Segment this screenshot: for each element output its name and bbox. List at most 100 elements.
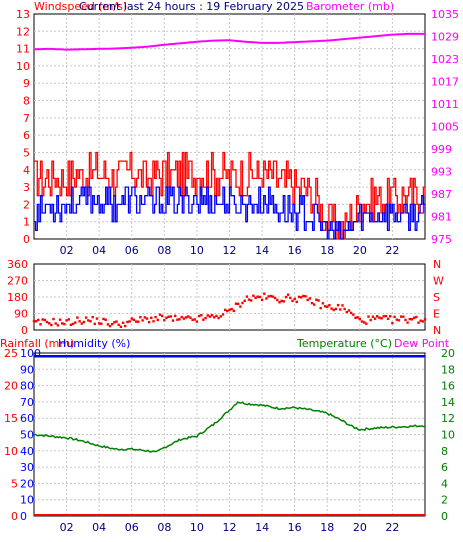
- direction-point: [412, 316, 416, 319]
- direction-point: [334, 307, 338, 311]
- wind-gust-series: [34, 151, 426, 240]
- direction-point: [397, 319, 401, 322]
- direction-point: [98, 322, 101, 325]
- direction-point: [232, 309, 235, 313]
- temperature-tick-label: 2: [441, 494, 448, 507]
- direction-point: [365, 322, 368, 325]
- direction-point: [50, 323, 53, 327]
- direction-point: [282, 300, 285, 303]
- windspeed-tick-label: 4: [23, 164, 30, 177]
- barometer-tick-label: 975: [431, 233, 452, 246]
- windspeed-tick-label: 7: [23, 112, 30, 125]
- direction-point: [58, 318, 62, 321]
- barometer-tick-label: 981: [431, 211, 452, 224]
- direction-point: [89, 320, 92, 323]
- direction-point: [304, 295, 307, 298]
- direction-point: [297, 295, 301, 299]
- direction-point: [80, 322, 83, 325]
- barometer-series: [33, 32, 425, 51]
- direction-point: [213, 316, 216, 319]
- direction-tick-label: 360: [7, 258, 28, 271]
- direction-point: [187, 315, 190, 318]
- direction-point: [417, 321, 420, 324]
- direction-point: [197, 314, 201, 318]
- direction-point: [108, 324, 112, 328]
- direction-tick-label: 270: [7, 275, 28, 288]
- direction-point: [306, 298, 309, 302]
- direction-point: [145, 317, 149, 320]
- direction-point: [382, 315, 385, 318]
- wind-x-tick-label: 06: [125, 244, 139, 257]
- direction-point: [208, 315, 212, 318]
- direction-point: [289, 296, 292, 300]
- humidity-tick-label: 50: [20, 429, 34, 442]
- direction-point: [291, 299, 294, 303]
- direction-point: [84, 316, 88, 319]
- direction-point: [349, 311, 353, 315]
- windspeed-tick-label: 1: [23, 216, 30, 229]
- direction-point: [121, 321, 125, 324]
- direction-point: [265, 297, 268, 300]
- direction-tick-label: 0: [21, 324, 28, 337]
- direction-point: [184, 316, 188, 319]
- direction-point: [113, 321, 116, 324]
- temperature-x-tick-label: 06: [125, 521, 139, 534]
- windspeed-tick-label: 5: [23, 146, 30, 159]
- temperature-tick-label: 6: [441, 461, 448, 474]
- direction-point: [237, 302, 240, 306]
- direction-point: [37, 318, 40, 322]
- direction-point: [330, 307, 333, 310]
- temperature-axis-label: Temperature (°C): [296, 337, 392, 350]
- wind-x-tick-label: 10: [190, 244, 204, 257]
- wind-x-tick-label: 02: [60, 244, 74, 257]
- direction-point: [100, 322, 103, 325]
- direction-point: [336, 303, 340, 307]
- direction-point: [356, 316, 359, 319]
- barometer-tick-label: 999: [431, 143, 452, 156]
- direction-point: [54, 322, 57, 325]
- temperature-x-tick-label: 08: [157, 521, 171, 534]
- direction-point: [241, 301, 244, 305]
- direction-point: [423, 318, 427, 321]
- direction-point: [39, 323, 42, 326]
- direction-point: [167, 315, 170, 318]
- direction-point: [389, 315, 392, 318]
- rainfall-tick-label: 10: [4, 445, 18, 458]
- windspeed-tick-label: 8: [23, 95, 30, 108]
- direction-point: [399, 315, 403, 318]
- humidity-axis-label: Humidity (%): [58, 337, 130, 350]
- direction-tick-label: 180: [7, 291, 28, 304]
- wind-x-tick-label: 20: [353, 244, 367, 257]
- wind-x-tick-label: 08: [157, 244, 171, 257]
- humidity-tick-label: 0: [20, 510, 27, 523]
- direction-point: [263, 292, 266, 295]
- direction-point: [421, 320, 424, 323]
- direction-point: [124, 324, 127, 328]
- direction-point: [310, 301, 314, 305]
- direction-point: [115, 320, 118, 323]
- direction-point: [67, 318, 70, 321]
- rainfall-axis-label: Rainfall (mm): [0, 337, 74, 350]
- direction-point: [156, 318, 159, 322]
- direction-point: [61, 322, 64, 325]
- direction-point: [343, 307, 346, 311]
- direction-point: [139, 316, 142, 319]
- temperature-x-tick-label: 16: [288, 521, 302, 534]
- direction-point: [95, 317, 99, 320]
- direction-point: [339, 308, 342, 311]
- direction-point: [252, 294, 255, 297]
- direction-point: [367, 315, 370, 318]
- direction-point: [180, 315, 183, 319]
- direction-point: [137, 320, 140, 323]
- direction-point: [189, 316, 192, 319]
- direction-point: [91, 315, 94, 319]
- compass-label: S: [433, 291, 440, 304]
- direction-point: [308, 297, 312, 300]
- compass-label: W: [433, 275, 444, 288]
- direction-point: [415, 315, 418, 319]
- direction-point: [182, 317, 186, 320]
- humidity-tick-label: 80: [20, 380, 34, 393]
- wind-x-tick-label: 18: [320, 244, 334, 257]
- direction-point: [202, 318, 205, 321]
- temperature-tick-label: 8: [441, 445, 448, 458]
